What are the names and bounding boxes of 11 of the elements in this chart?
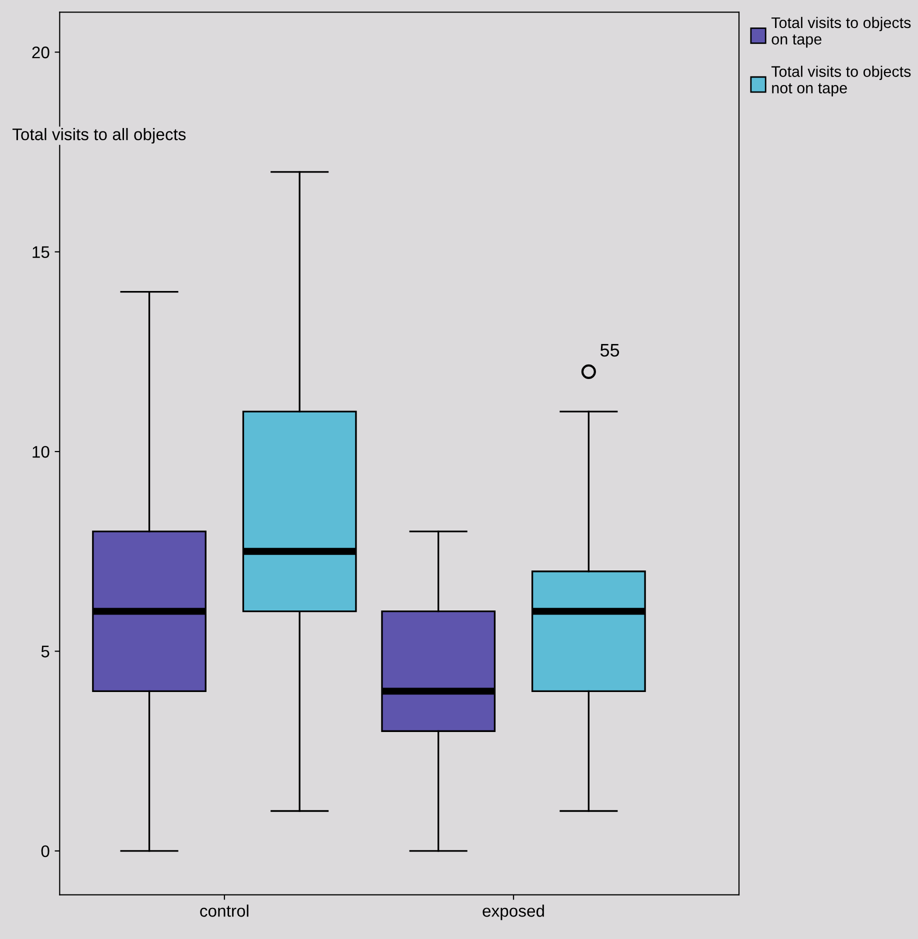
x-tick-label: control xyxy=(200,904,248,917)
y-tick-label: 15 xyxy=(32,246,50,258)
y-tick-label: 0 xyxy=(41,845,50,858)
x-tick-label: exposed xyxy=(482,904,544,920)
annotation: 55 xyxy=(600,344,620,357)
y-tick-label: 20 xyxy=(32,46,50,58)
legend-label: Total visits to objects on tape xyxy=(771,16,911,48)
y-tick-label: 5 xyxy=(41,646,50,658)
y-axis-title: Total visits to all objects xyxy=(12,128,186,144)
y-tick-label: 10 xyxy=(32,446,50,458)
legend-label: Total visits to objects not on tape xyxy=(771,66,911,96)
